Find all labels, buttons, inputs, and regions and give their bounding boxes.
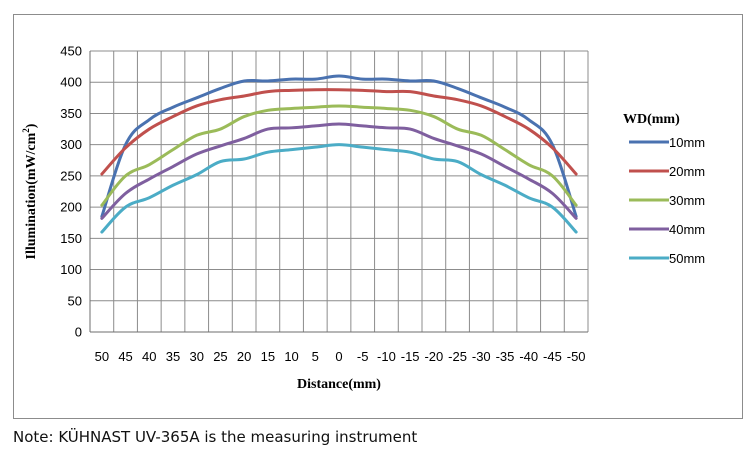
y-tick-label: 300 [60, 137, 82, 152]
x-axis-title: Distance(mm) [297, 377, 381, 392]
y-tick-label: 0 [75, 325, 82, 340]
x-tick-label: -30 [472, 349, 491, 364]
legend-label-30mm: 30mm [669, 193, 705, 208]
y-axis-title-main: Illumination(mW/cm [24, 132, 39, 259]
x-tick-label: -10 [377, 349, 396, 364]
legend-label-10mm: 10mm [669, 135, 705, 150]
legend-label-40mm: 40mm [669, 222, 705, 237]
x-tick-label: -5 [357, 349, 369, 364]
y-tick-label: 100 [60, 262, 82, 277]
y-tick-label: 200 [60, 200, 82, 215]
legend: WD(mm) 10mm 20mm 30mm 40mm 50mm [623, 112, 705, 266]
legend-label-20mm: 20mm [669, 164, 705, 179]
x-tick-label: 25 [213, 349, 227, 364]
x-tick-label: 30 [189, 349, 203, 364]
x-tick-label: 15 [261, 349, 275, 364]
series-line-20mm [100, 88, 578, 176]
y-axis-title-superscript: 2 [21, 128, 31, 133]
x-tick-label: 40 [142, 349, 156, 364]
grid-lines [89, 50, 589, 332]
legend-label-50mm: 50mm [669, 251, 705, 266]
y-tick-label: 400 [60, 75, 82, 90]
x-tick-label: -20 [424, 349, 443, 364]
x-tick-label: 10 [284, 349, 298, 364]
x-tick-label: 35 [166, 349, 180, 364]
series-line-30mm [100, 104, 578, 207]
x-tick-label: 45 [118, 349, 132, 364]
series-line-50mm [100, 143, 578, 234]
y-axis-title: Illumination(mW/cm2) [21, 123, 39, 259]
axes [89, 51, 588, 333]
measurement-note: Note: KÜHNAST UV-365A is the measuring i… [13, 428, 418, 446]
x-tick-label: 5 [312, 349, 319, 364]
y-tick-label: 150 [60, 231, 82, 246]
series-line-10mm [100, 74, 578, 218]
x-tick-label: 50 [95, 349, 109, 364]
x-tick-label: -25 [448, 349, 467, 364]
x-tick-label: -45 [543, 349, 562, 364]
series-line-40mm [100, 122, 578, 220]
x-tick-label: -35 [496, 349, 515, 364]
y-tick-label: 450 [60, 44, 82, 59]
legend-title: WD(mm) [623, 112, 680, 127]
x-tick-label: -40 [519, 349, 538, 364]
y-tick-label: 350 [60, 106, 82, 121]
y-tick-label: 50 [68, 293, 82, 308]
y-axis-title-end: ) [24, 123, 39, 128]
x-tick-label: -50 [567, 349, 586, 364]
x-tick-label: -15 [401, 349, 420, 364]
chart-frame [13, 14, 743, 419]
x-tick-label: 20 [237, 349, 251, 364]
series-lines [100, 74, 578, 234]
y-tick-label: 250 [60, 168, 82, 183]
x-tick-label: 0 [335, 349, 342, 364]
